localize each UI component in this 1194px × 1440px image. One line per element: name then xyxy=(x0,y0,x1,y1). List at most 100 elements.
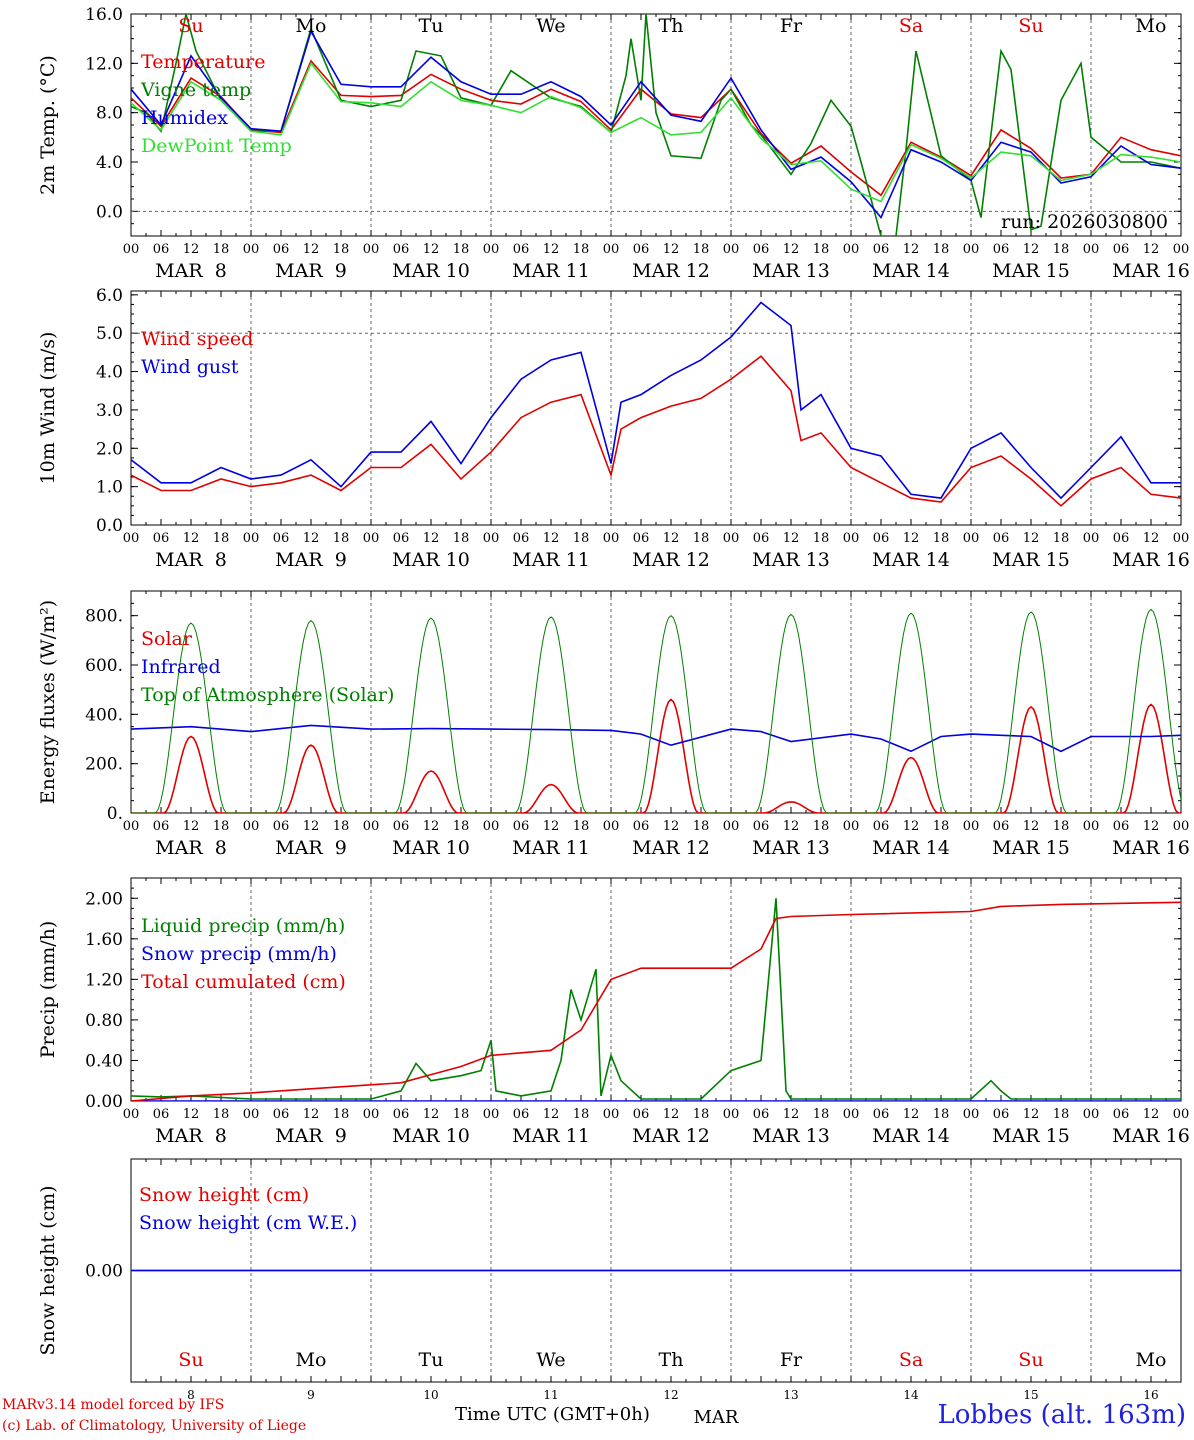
hour-label: 00 xyxy=(123,242,140,257)
hour-label: 18 xyxy=(693,531,710,546)
hour-label: 18 xyxy=(333,819,350,834)
plot-frame xyxy=(130,290,1182,526)
series-line-wind-gust xyxy=(131,301,1181,500)
y-tick-label: 3.0 xyxy=(96,401,123,421)
hour-label: 00 xyxy=(1083,242,1100,257)
day-number: 14 xyxy=(903,1388,919,1402)
date-label: MAR 11 xyxy=(512,260,590,282)
hour-label: 00 xyxy=(723,242,740,257)
hour-label: 00 xyxy=(363,1107,380,1122)
hour-label: 12 xyxy=(303,819,320,834)
hour-label: 06 xyxy=(393,819,410,834)
legend-entry: Vigne temp xyxy=(140,79,251,101)
hour-label: 00 xyxy=(243,242,260,257)
model-credit: MARv3.14 model forced by IFS xyxy=(2,1397,225,1413)
date-label: MAR 16 xyxy=(1112,549,1190,571)
hour-label: 06 xyxy=(1113,531,1130,546)
y-tick-label: 400. xyxy=(85,705,123,725)
y-tick-label: 4.0 xyxy=(96,363,123,383)
y-tick-label: 0.00 xyxy=(85,1092,123,1112)
hour-label: 06 xyxy=(633,819,650,834)
hour-label: 06 xyxy=(273,242,290,257)
y-tick-label: 800. xyxy=(85,607,123,627)
weekday-label: Mo xyxy=(296,1349,327,1371)
date-label: MAR 13 xyxy=(752,1125,830,1147)
hour-label: 18 xyxy=(1053,531,1070,546)
date-label: MAR 16 xyxy=(1112,260,1190,282)
legend-entry: Solar xyxy=(141,628,193,650)
weekday-label: Su xyxy=(178,15,203,37)
hour-label: 00 xyxy=(123,1107,140,1122)
hour-label: 12 xyxy=(423,531,440,546)
hour-label: 00 xyxy=(843,531,860,546)
day-number: 9 xyxy=(307,1388,315,1402)
date-label: MAR 10 xyxy=(392,1125,470,1147)
y-axis-label: Precip (mm/h) xyxy=(37,921,59,1059)
hour-label: 18 xyxy=(453,819,470,834)
hour-label: 12 xyxy=(903,531,920,546)
date-label: MAR 14 xyxy=(872,1125,950,1147)
hour-label: 12 xyxy=(1143,242,1160,257)
x-axis-title: Time UTC (GMT+0h) xyxy=(455,1404,650,1425)
hour-label: 18 xyxy=(813,531,830,546)
y-tick-label: 1.60 xyxy=(85,930,123,950)
hour-label: 06 xyxy=(993,1107,1010,1122)
hour-label: 06 xyxy=(753,819,770,834)
hour-label: 12 xyxy=(1023,1107,1040,1122)
y-tick-label: 2.0 xyxy=(96,439,123,459)
day-number: 10 xyxy=(423,1388,438,1402)
hour-label: 12 xyxy=(423,242,440,257)
hour-label: 00 xyxy=(1173,1107,1190,1122)
hour-label: 06 xyxy=(633,1107,650,1122)
series-line-total-cumulated-cm- xyxy=(131,901,1181,1101)
weekday-label: Tu xyxy=(419,1349,444,1371)
hour-label: 00 xyxy=(603,819,620,834)
series-line-top-of-atmosphere-solar- xyxy=(131,608,1181,813)
hour-label: 00 xyxy=(1083,1107,1100,1122)
hour-label: 06 xyxy=(1113,242,1130,257)
hour-label: 00 xyxy=(963,819,980,834)
hour-label: 00 xyxy=(603,1107,620,1122)
date-label: MAR 12 xyxy=(632,1125,710,1147)
hour-label: 18 xyxy=(213,819,230,834)
hour-label: 18 xyxy=(453,1107,470,1122)
weekday-label: Su xyxy=(178,1349,203,1371)
hour-label: 06 xyxy=(873,531,890,546)
weekday-label: Th xyxy=(659,15,684,37)
hour-label: 18 xyxy=(933,819,950,834)
hour-label: 18 xyxy=(933,1107,950,1122)
y-tick-label: 1.0 xyxy=(96,478,123,498)
legend-entry: Infrared xyxy=(141,656,221,678)
date-label: MAR 13 xyxy=(752,549,830,571)
panel-3 xyxy=(130,590,1182,814)
hour-label: 00 xyxy=(243,819,260,834)
hour-label: 00 xyxy=(843,242,860,257)
hour-label: 06 xyxy=(753,531,770,546)
legend-entry: Snow height (cm) xyxy=(139,1184,309,1206)
hour-label: 18 xyxy=(693,242,710,257)
date-label: MAR 9 xyxy=(275,260,347,282)
hour-label: 12 xyxy=(903,1107,920,1122)
y-tick-label: 200. xyxy=(85,755,123,775)
date-label: MAR 10 xyxy=(392,837,470,859)
hour-label: 12 xyxy=(1143,531,1160,546)
hour-label: 00 xyxy=(123,819,140,834)
series-line-vigne-temp xyxy=(131,14,1181,236)
date-label: MAR 11 xyxy=(512,1125,590,1147)
hour-label: 00 xyxy=(1173,531,1190,546)
date-label: MAR 16 xyxy=(1112,1125,1190,1147)
y-tick-label: 16.0 xyxy=(85,5,123,25)
legend-entry: Snow precip (mm/h) xyxy=(141,943,337,965)
legend-entry: Temperature xyxy=(141,51,265,73)
hour-label: 06 xyxy=(873,819,890,834)
date-label: MAR 11 xyxy=(512,837,590,859)
hour-label: 18 xyxy=(813,819,830,834)
hour-label: 18 xyxy=(933,531,950,546)
y-tick-label: 2.00 xyxy=(85,889,123,909)
hour-label: 00 xyxy=(1173,242,1190,257)
hour-label: 12 xyxy=(663,242,680,257)
y-axis-label: Energy fluxes (W/m²) xyxy=(37,600,59,804)
day-number: 11 xyxy=(543,1388,558,1402)
hour-label: 12 xyxy=(543,531,560,546)
